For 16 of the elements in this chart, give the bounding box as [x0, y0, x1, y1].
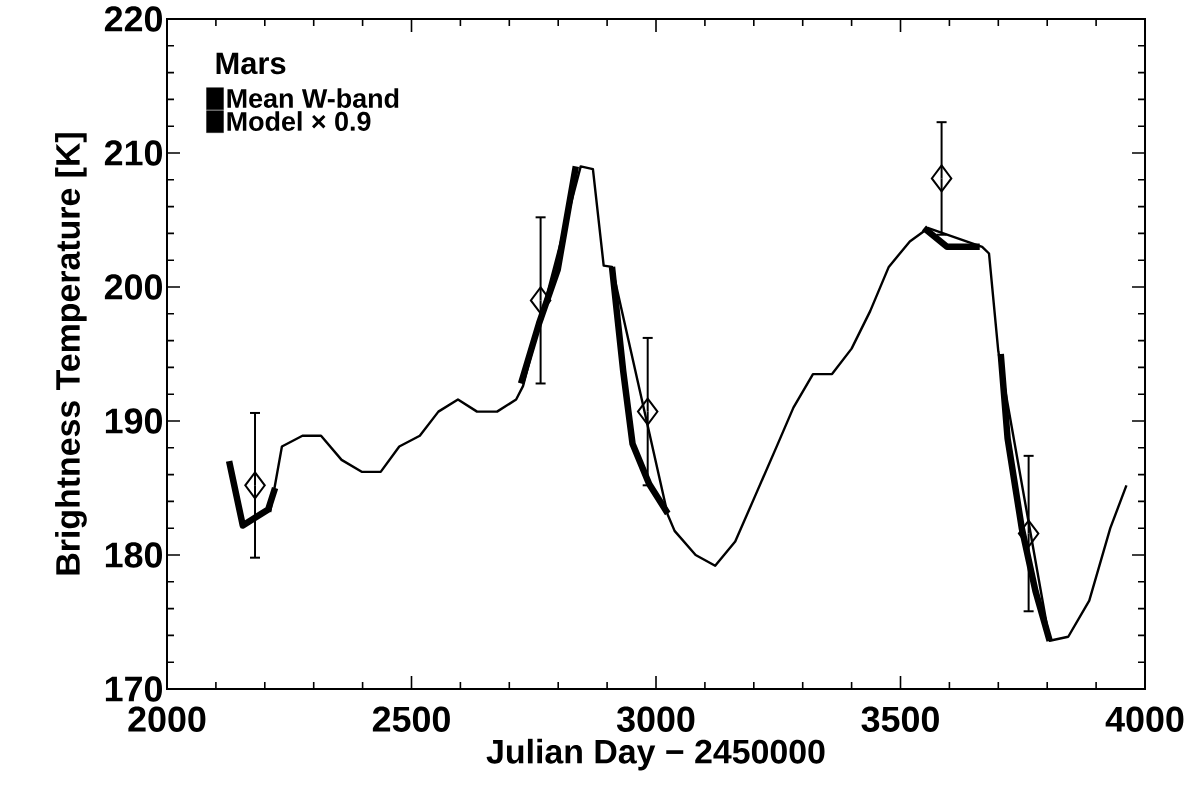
y-tick-label: 180	[105, 542, 162, 568]
x-axis-title: Julian Day − 2450000	[486, 738, 825, 771]
x-tick-label: 2500	[372, 706, 450, 732]
y-tick-label: 170	[105, 676, 162, 702]
legend-label: Model × 0.9	[227, 111, 371, 131]
legend-label: Mean W-band	[227, 88, 399, 108]
x-tick-label: 4000	[1105, 706, 1184, 732]
y-tick-label: 190	[105, 408, 162, 434]
y-tick-label: 220	[104, 6, 162, 32]
x-tick-label: 3000	[616, 706, 695, 732]
text: Mars	[216, 52, 286, 75]
y-tick-label: 200	[104, 274, 162, 300]
y-axis-title: Brightness Temperature [K]	[55, 133, 87, 575]
y-tick-label: 210	[104, 140, 162, 166]
x-tick-label: 3500	[861, 706, 939, 732]
x-tick-label: 2000	[128, 706, 206, 732]
